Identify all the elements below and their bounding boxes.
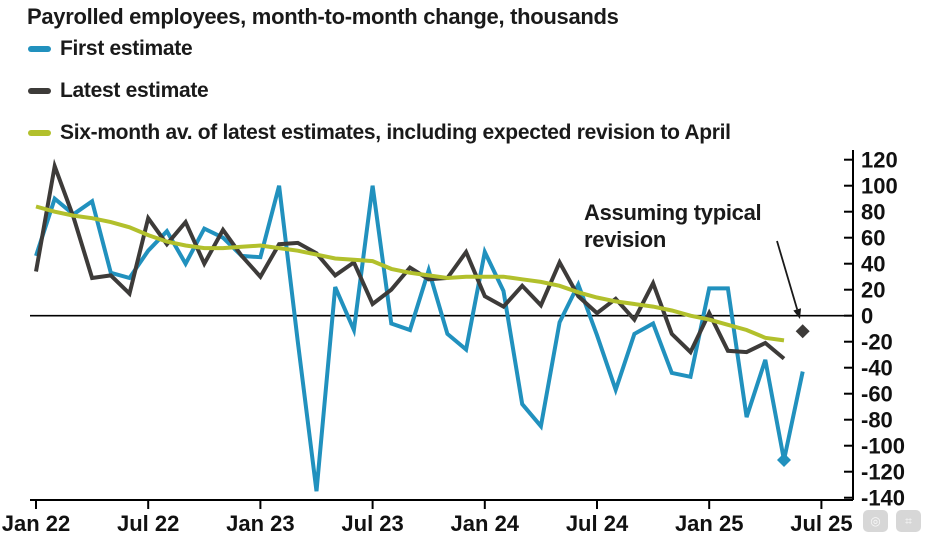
legend-swatch-six-month-average-icon xyxy=(28,130,51,136)
y-tick-label: 60 xyxy=(861,226,885,251)
y-tick-label: -60 xyxy=(861,382,893,407)
legend-label-latest-estimate: Latest estimate xyxy=(60,79,209,102)
series-line-latest-estimate xyxy=(34,158,786,361)
watermark-badge-icon: ◎ xyxy=(863,510,888,532)
y-tick-label: -80 xyxy=(861,408,893,433)
x-tick-label: Jan 25 xyxy=(675,511,744,536)
y-tick-label: -40 xyxy=(861,356,893,381)
y-tick-label: -120 xyxy=(861,460,905,485)
series-line-first-estimate xyxy=(34,185,805,492)
y-tick-label: 120 xyxy=(861,148,898,173)
legend-label-six-month-average: Six-month av. of latest estimates, inclu… xyxy=(60,121,731,144)
x-tick-label: Jul 25 xyxy=(790,511,852,536)
chart-title: Payrolled employees, month-to-month chan… xyxy=(27,4,619,29)
legend-item-first-estimate: First estimate xyxy=(28,37,193,61)
diamond-marker xyxy=(795,324,810,339)
x-tick-label: Jan 24 xyxy=(451,511,520,536)
diamond-marker xyxy=(777,453,791,467)
x-tick-label: Jul 24 xyxy=(566,511,629,536)
x-tick-label: Jul 22 xyxy=(117,511,179,536)
y-tick-label: -140 xyxy=(861,486,905,511)
y-tick-label: 40 xyxy=(861,252,885,277)
legend-item-latest-estimate: Latest estimate xyxy=(28,79,209,103)
annotation-assuming-typical-revision: Assuming typical revision xyxy=(584,199,762,253)
annotation-line-1: Assuming typical xyxy=(584,200,762,225)
y-tick-label: -100 xyxy=(861,434,905,459)
x-tick-label: Jan 23 xyxy=(226,511,295,536)
y-tick-label: -20 xyxy=(861,330,893,355)
series-line-six-month-average xyxy=(35,204,785,343)
legend-swatch-first-estimate-icon xyxy=(28,46,51,52)
y-tick-label: 80 xyxy=(861,200,885,225)
x-tick-label: Jan 22 xyxy=(2,511,71,536)
annotation-arrowhead xyxy=(793,308,802,319)
watermark-badge-icon: ⌗ xyxy=(896,510,921,532)
legend-swatch-latest-estimate-icon xyxy=(28,88,51,94)
annotation-line-2: revision xyxy=(584,227,666,252)
legend-item-six-month-average: Six-month av. of latest estimates, inclu… xyxy=(28,121,731,145)
x-tick-label: Jul 23 xyxy=(341,511,403,536)
y-tick-label: 100 xyxy=(861,174,898,199)
y-tick-label: 0 xyxy=(861,304,873,329)
annotation-arrow-line xyxy=(776,240,799,310)
y-tick-label: 20 xyxy=(861,278,885,303)
legend-label-first-estimate: First estimate xyxy=(60,37,193,60)
